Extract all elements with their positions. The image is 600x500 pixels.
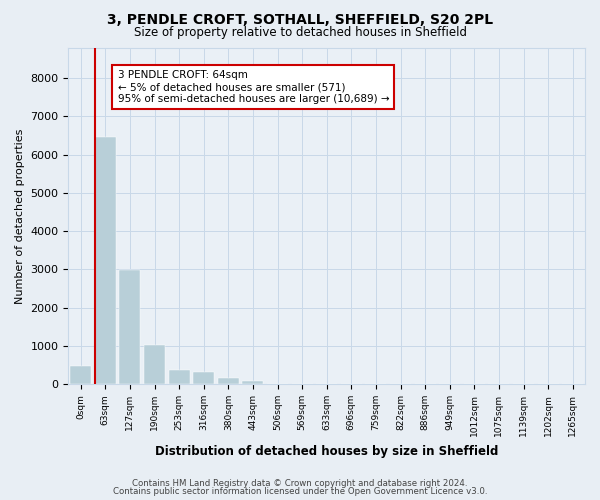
Bar — [193, 372, 214, 384]
Y-axis label: Number of detached properties: Number of detached properties — [15, 128, 25, 304]
Text: Contains public sector information licensed under the Open Government Licence v3: Contains public sector information licen… — [113, 487, 487, 496]
Bar — [242, 381, 263, 384]
Text: 3, PENDLE CROFT, SOTHALL, SHEFFIELD, S20 2PL: 3, PENDLE CROFT, SOTHALL, SHEFFIELD, S20… — [107, 12, 493, 26]
Bar — [70, 366, 91, 384]
X-axis label: Distribution of detached houses by size in Sheffield: Distribution of detached houses by size … — [155, 444, 499, 458]
Text: Contains HM Land Registry data © Crown copyright and database right 2024.: Contains HM Land Registry data © Crown c… — [132, 478, 468, 488]
Bar — [144, 346, 165, 385]
Text: 3 PENDLE CROFT: 64sqm
← 5% of detached houses are smaller (571)
95% of semi-deta: 3 PENDLE CROFT: 64sqm ← 5% of detached h… — [118, 70, 389, 104]
Bar — [95, 138, 116, 384]
Text: Size of property relative to detached houses in Sheffield: Size of property relative to detached ho… — [133, 26, 467, 39]
Bar — [119, 270, 140, 384]
Bar — [218, 378, 239, 384]
Bar — [169, 370, 190, 384]
